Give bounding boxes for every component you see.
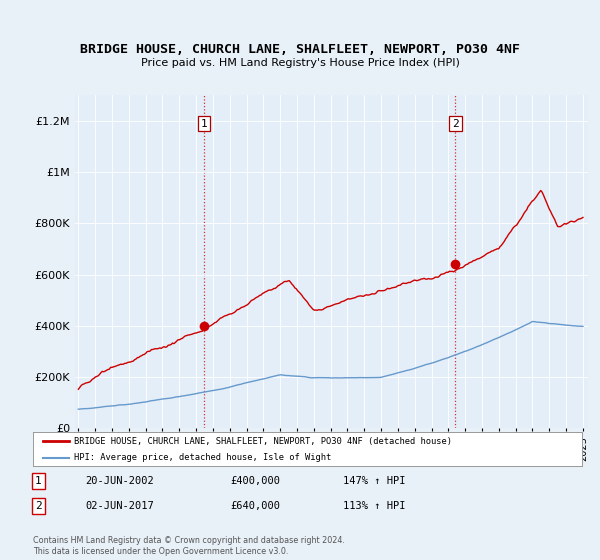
Text: 2: 2 — [452, 119, 459, 129]
Text: 1: 1 — [35, 476, 42, 486]
Text: Price paid vs. HM Land Registry's House Price Index (HPI): Price paid vs. HM Land Registry's House … — [140, 58, 460, 68]
Text: 20-JUN-2002: 20-JUN-2002 — [85, 476, 154, 486]
Text: 02-JUN-2017: 02-JUN-2017 — [85, 501, 154, 511]
Text: BRIDGE HOUSE, CHURCH LANE, SHALFLEET, NEWPORT, PO30 4NF (detached house): BRIDGE HOUSE, CHURCH LANE, SHALFLEET, NE… — [74, 437, 452, 446]
Text: BRIDGE HOUSE, CHURCH LANE, SHALFLEET, NEWPORT, PO30 4NF: BRIDGE HOUSE, CHURCH LANE, SHALFLEET, NE… — [80, 43, 520, 56]
Text: 1: 1 — [200, 119, 208, 129]
Text: £640,000: £640,000 — [230, 501, 281, 511]
Text: 113% ↑ HPI: 113% ↑ HPI — [343, 501, 406, 511]
Text: £400,000: £400,000 — [230, 476, 281, 486]
Text: Contains HM Land Registry data © Crown copyright and database right 2024.
This d: Contains HM Land Registry data © Crown c… — [33, 536, 345, 556]
Text: 2: 2 — [35, 501, 42, 511]
Text: HPI: Average price, detached house, Isle of Wight: HPI: Average price, detached house, Isle… — [74, 453, 331, 462]
Text: 147% ↑ HPI: 147% ↑ HPI — [343, 476, 406, 486]
